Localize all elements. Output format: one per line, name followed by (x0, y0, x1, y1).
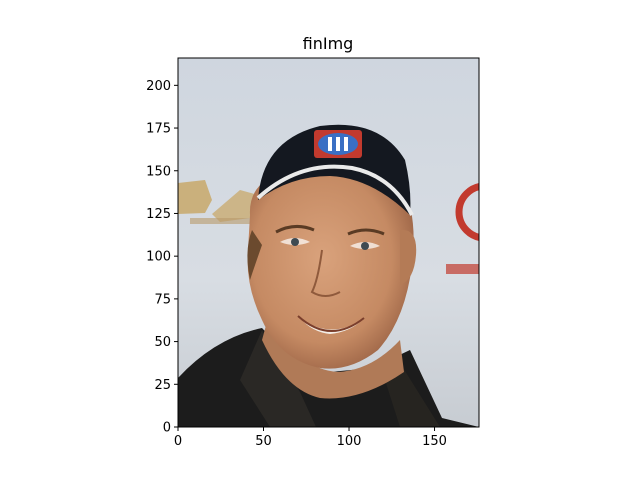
y-tick-label: 175 (146, 122, 171, 137)
y-tick-label: 75 (154, 292, 171, 307)
y-tick-label: 50 (154, 335, 171, 350)
y-axis-ticks: 0 25 50 75 100 125 150 175 200 (146, 79, 178, 436)
x-tick-label: 0 (174, 434, 182, 449)
x-tick-label: 100 (337, 434, 362, 449)
mouth (297, 315, 365, 334)
y-tick-label: 150 (146, 164, 171, 179)
eyes (275, 225, 385, 250)
portrait-photo (178, 58, 479, 427)
axes-frame (177, 57, 480, 428)
x-tick-label: 50 (255, 434, 272, 449)
x-axis-ticks: 0 50 100 150 (174, 427, 447, 449)
y-tick-label: 25 (154, 378, 171, 393)
y-tick-label: 125 (146, 207, 171, 222)
background-red-seal (446, 183, 479, 274)
y-tick-label: 100 (146, 250, 171, 265)
figure-title: finImg (303, 34, 354, 53)
y-tick-label: 0 (163, 421, 171, 436)
background-banner-logo (178, 180, 260, 224)
x-tick-label: 150 (422, 434, 447, 449)
y-tick-label: 200 (146, 79, 171, 94)
baseball-cap (256, 124, 414, 216)
